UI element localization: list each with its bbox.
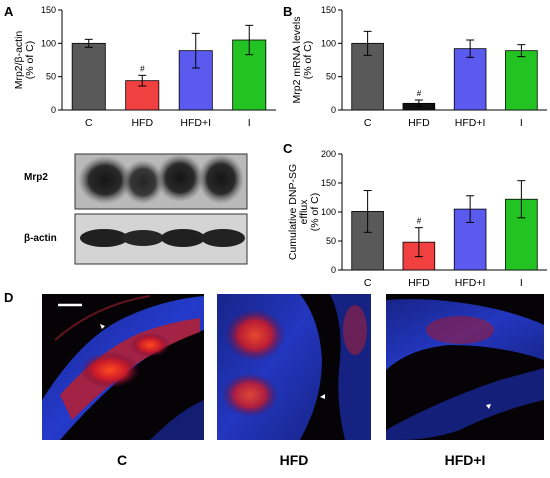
blot-actin-band-hfd-i bbox=[161, 229, 205, 247]
y-tick-label: 0 bbox=[331, 105, 336, 115]
y-tick-label: 200 bbox=[321, 149, 336, 159]
y-axis-label: Mrp2 mRNA levels bbox=[291, 17, 303, 104]
bar-B-hfd-plus-i bbox=[453, 48, 487, 111]
arrow-icon bbox=[486, 404, 491, 409]
blot-mrp2-band-c bbox=[78, 156, 132, 204]
blot-label-beta-actin: β-actin bbox=[24, 233, 57, 244]
blot-mrp2-band-i bbox=[198, 154, 244, 204]
micrograph-hfd bbox=[217, 294, 371, 440]
bar-A-c bbox=[71, 42, 106, 111]
blot-actin-band-i bbox=[201, 229, 245, 247]
chart-b: 0 50 100 150 Mrp2 mRNA levels (% of C) C HFD # HF… bbox=[291, 5, 547, 129]
x-tick-label: HFD bbox=[408, 277, 430, 289]
x-tick-label: HFD bbox=[408, 117, 430, 129]
y-axis-label: Mrp2/β-actin bbox=[13, 31, 25, 90]
x-tick-label: C bbox=[364, 277, 372, 289]
x-tick-label: C bbox=[85, 117, 93, 129]
micrograph-label-hfd-i: HFD+I bbox=[445, 452, 486, 468]
y-axis-label: efflux bbox=[298, 199, 310, 225]
significance-marker: # bbox=[417, 89, 422, 98]
arrow-icon bbox=[100, 324, 105, 329]
y-tick-label: 50 bbox=[326, 72, 336, 82]
blot-label-mrp2: Mrp2 bbox=[24, 172, 48, 183]
significance-marker: # bbox=[140, 64, 145, 73]
y-axis-label: (% of C) bbox=[24, 41, 36, 80]
y-tick-label: 150 bbox=[41, 5, 56, 15]
y-tick-label: 100 bbox=[41, 38, 56, 48]
x-tick-label: HFD+I bbox=[180, 117, 211, 129]
blot-actin-band-c bbox=[80, 229, 128, 247]
western-blot: Mrp2 β-actin bbox=[24, 153, 248, 265]
blot-mrp2-band-hfd-i bbox=[156, 154, 204, 202]
x-tick-label: I bbox=[520, 277, 523, 289]
x-tick-label: I bbox=[520, 117, 523, 129]
x-tick-label: I bbox=[248, 117, 251, 129]
y-tick-label: 0 bbox=[331, 265, 336, 275]
panel-letter-b: B bbox=[283, 4, 292, 19]
panel-letter-a: A bbox=[4, 4, 14, 19]
x-tick-label: C bbox=[364, 117, 372, 129]
panel-letter-d: D bbox=[4, 290, 13, 305]
blot-mrp2-band-hfd bbox=[122, 160, 164, 204]
y-tick-label: 50 bbox=[46, 72, 56, 82]
micrograph-c bbox=[42, 294, 204, 440]
x-tick-label: HFD+I bbox=[455, 117, 486, 129]
y-tick-label: 100 bbox=[321, 207, 336, 217]
y-tick-label: 100 bbox=[321, 38, 336, 48]
chart-a: 0 50 100 150 Mrp2/β-actin (% of C) C HFD # HFD+I I bbox=[13, 5, 276, 129]
y-axis-label: (% of C) bbox=[302, 41, 314, 80]
significance-marker: # bbox=[417, 217, 422, 226]
y-axis-label: Cumulative DNP-SG bbox=[287, 164, 299, 260]
arrow-icon bbox=[320, 394, 325, 399]
chart-c: 0 50 100 150 200 Cumulative DNP-SG efflux (% of… bbox=[287, 149, 547, 289]
y-tick-label: 150 bbox=[321, 178, 336, 188]
y-tick-label: 0 bbox=[51, 105, 56, 115]
y-axis-label: (% of C) bbox=[309, 193, 321, 232]
micrograph-hfd-i bbox=[386, 294, 544, 440]
x-tick-label: HFD+I bbox=[455, 277, 486, 289]
x-tick-label: HFD bbox=[131, 117, 153, 129]
micrograph-label-hfd: HFD bbox=[280, 452, 309, 468]
y-tick-label: 150 bbox=[321, 5, 336, 15]
panel-letter-c: C bbox=[283, 141, 293, 156]
blot-actin-band-hfd bbox=[122, 230, 164, 246]
micrograph-label-c: C bbox=[117, 452, 127, 468]
bar-B-i bbox=[505, 50, 538, 111]
y-tick-label: 50 bbox=[326, 236, 336, 246]
